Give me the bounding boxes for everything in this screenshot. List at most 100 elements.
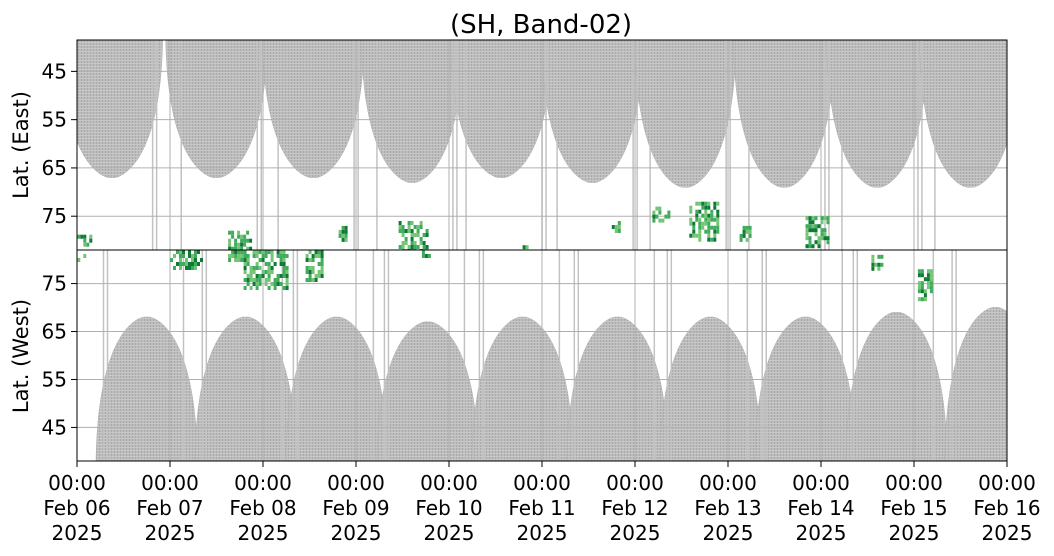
west-activity-cell — [176, 262, 179, 266]
east-activity-cell — [422, 233, 426, 237]
west-no-data-line — [765, 250, 767, 461]
x-tick-label: 00:00 — [420, 471, 478, 495]
west-panel: 75 65 55 45 Lat. (West) — [9, 249, 1008, 462]
east-no-data-line — [452, 40, 454, 250]
east-activity-cell — [698, 237, 702, 242]
east-no-data-arc — [733, 40, 836, 188]
east-activity-cell — [745, 225, 749, 230]
west-activity-cell — [243, 266, 247, 270]
east-activity-cell — [704, 217, 708, 222]
east-activity-cell — [817, 240, 821, 245]
east-activity-cell — [805, 224, 809, 229]
west-activity-cell — [267, 250, 271, 254]
west-activity-cell — [188, 254, 191, 258]
east-activity-cell — [398, 225, 402, 229]
east-activity-cell — [698, 209, 702, 214]
east-activity-cell — [419, 237, 423, 241]
east-activity-cell — [707, 217, 711, 222]
west-no-data-line — [852, 250, 855, 461]
east-activity-cell — [811, 224, 815, 229]
west-activity-cell — [273, 262, 277, 266]
west-activity-cell — [311, 278, 315, 282]
east-no-data-line — [357, 40, 359, 250]
east-activity-cell — [808, 240, 812, 245]
east-activity-cell — [704, 209, 708, 214]
east-activity-cell — [742, 233, 746, 238]
west-activity-cell — [427, 254, 431, 258]
x-tick-label: 2025 — [52, 521, 103, 545]
west-activity-cell — [83, 254, 87, 258]
west-activity-cell — [923, 297, 927, 302]
west-activity-cell — [926, 277, 930, 282]
east-activity-cell — [658, 218, 662, 223]
west-activity-cell — [314, 254, 318, 258]
x-tick-label: Feb 12 — [601, 496, 668, 520]
east-activity-cell — [652, 214, 656, 219]
west-activity-cell — [923, 293, 927, 298]
west-activity-cell — [314, 278, 318, 282]
east-activity-cell — [419, 225, 423, 229]
east-activity-cell — [710, 209, 714, 214]
east-activity-cell — [698, 233, 702, 238]
west-y-tick-label: 45 — [42, 415, 67, 439]
east-activity-cell — [710, 237, 714, 242]
east-activity-cell — [710, 225, 714, 230]
west-no-data-line — [841, 250, 843, 461]
west-activity-cell — [920, 273, 924, 278]
east-activity-cell — [701, 225, 705, 230]
east-activity-cell — [695, 209, 699, 214]
west-activity-cell — [267, 262, 271, 266]
east-activity-cell — [713, 233, 717, 238]
east-activity-cell — [695, 233, 699, 238]
west-activity-cell — [421, 250, 425, 254]
east-activity-cell — [710, 213, 714, 218]
east-activity-cell — [410, 237, 414, 241]
west-no-data-line — [670, 250, 673, 461]
east-gridlines — [76, 40, 1008, 250]
east-activity-cell — [422, 245, 426, 249]
west-activity-cell — [182, 262, 185, 266]
east-y-ticks: 45 55 65 75 — [42, 59, 77, 228]
east-no-data-line — [456, 40, 458, 250]
west-activity-cell — [270, 266, 274, 270]
east-activity-cell — [823, 228, 827, 233]
west-activity-cell — [311, 258, 315, 262]
east-activity-cell — [805, 228, 809, 233]
east-activity-cell — [745, 229, 749, 234]
west-activity-cells — [77, 250, 933, 302]
east-activity-cells — [77, 201, 830, 250]
west-activity-cell — [243, 254, 247, 258]
east-activity-cell — [243, 234, 247, 239]
west-activity-cell — [917, 289, 921, 294]
west-activity-cell — [197, 250, 200, 254]
x-tick-label: 00:00 — [327, 471, 385, 495]
west-activity-cell — [176, 250, 179, 254]
west-activity-cell — [320, 274, 324, 278]
west-activity-cell — [261, 258, 265, 262]
east-no-data-line — [545, 40, 547, 250]
west-activity-cell — [871, 258, 875, 263]
west-activity-cell — [880, 262, 884, 267]
east-activity-cell — [748, 233, 752, 238]
west-activity-cell — [285, 282, 289, 286]
west-activity-cell — [926, 273, 930, 278]
east-activity-cell — [739, 237, 743, 242]
east-activity-cell — [410, 241, 414, 245]
west-activity-cell — [920, 289, 924, 294]
west-activity-cell — [191, 258, 194, 262]
x-tick-label: Feb 16 — [973, 496, 1040, 520]
west-activity-cell — [243, 286, 247, 290]
west-activity-cell — [234, 254, 238, 258]
west-activity-cell — [255, 250, 259, 254]
west-no-data-line — [653, 250, 656, 461]
east-activity-cell — [748, 225, 752, 230]
east-activity-cell — [661, 218, 665, 223]
east-activity-cell — [701, 201, 705, 206]
east-activity-cell — [748, 229, 752, 234]
west-activity-cell — [317, 274, 321, 278]
east-activity-cell — [611, 225, 615, 229]
east-no-data-line — [1010, 40, 1012, 250]
east-activity-cell — [614, 225, 618, 229]
west-activity-cell — [424, 254, 428, 258]
east-activity-cell — [243, 242, 247, 247]
